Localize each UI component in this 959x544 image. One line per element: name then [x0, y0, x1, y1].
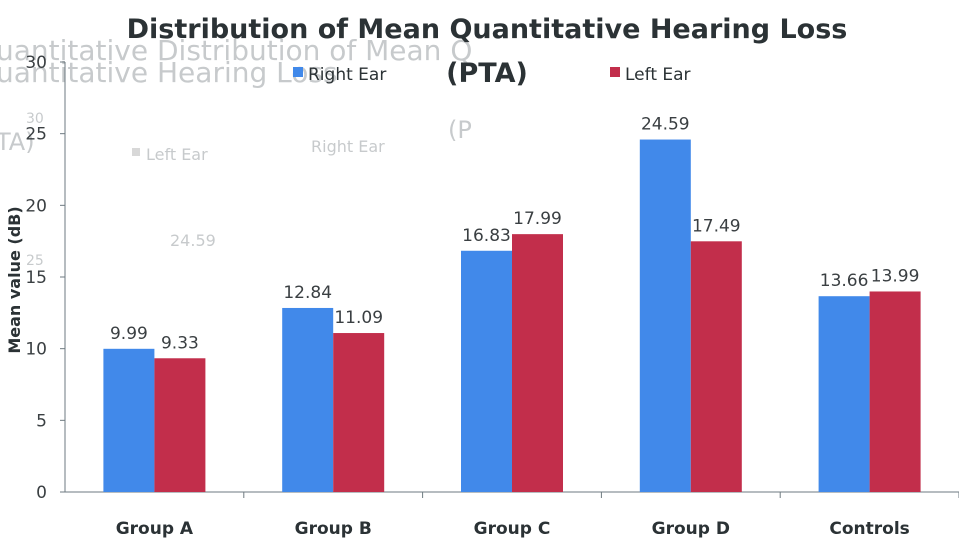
bar-right-ear-group-c [461, 250, 512, 492]
data-label: 13.66 [820, 271, 869, 291]
chart-title-line2: (PTA) [446, 58, 528, 89]
y-axis-title: Mean value (dB) [5, 206, 24, 353]
legend-swatch-left-ear [610, 67, 620, 77]
y-tick-label: 25 [25, 125, 47, 145]
x-category-label: Group A [116, 519, 194, 539]
bar-left-ear-group-a [154, 358, 206, 492]
data-label: 13.99 [871, 266, 920, 286]
data-label: 11.09 [334, 308, 383, 328]
ghost-tick-30: 30 [26, 111, 44, 127]
ghost-overlay: uantitative Distribution of Mean Q uanti… [0, 34, 472, 269]
data-label: 17.99 [513, 209, 562, 229]
y-tick-label: 15 [25, 268, 47, 288]
x-category-label: Group D [652, 519, 730, 539]
y-tick-label: 10 [25, 340, 47, 360]
ghost-pta-fragment-left: TA) [0, 128, 35, 156]
data-label: 17.49 [692, 216, 741, 236]
legend-swatch-right-ear [293, 67, 303, 77]
y-tick-label: 30 [25, 53, 47, 73]
bars [103, 139, 921, 493]
ghost-pta-fragment: (P [448, 116, 472, 144]
bar-left-ear-group-b [333, 333, 385, 492]
data-label: 24.59 [641, 115, 690, 135]
ghost-legend-swatch [132, 148, 140, 156]
bar-left-ear-controls [869, 291, 921, 492]
ghost-data-label: 24.59 [170, 231, 216, 250]
legend-label-right-ear: Right Ear [308, 65, 386, 85]
y-tick-label: 20 [25, 196, 47, 216]
data-label: 12.84 [283, 283, 332, 303]
bar-left-ear-group-c [512, 234, 563, 493]
ghost-tick-25: 25 [26, 253, 44, 269]
bar-right-ear-controls [818, 296, 870, 492]
category-labels: Group A Group B Group C Group D Controls [116, 519, 910, 539]
y-tick-label: 0 [36, 483, 47, 503]
data-label: 16.83 [462, 226, 511, 246]
data-label: 9.99 [110, 324, 148, 344]
ghost-legend-left-ear: Left Ear [146, 145, 208, 164]
ghost-title-line2: uantitative Hearing Loss [0, 56, 338, 89]
x-category-label: Group B [295, 519, 372, 539]
x-category-label: Controls [829, 519, 909, 539]
bar-left-ear-group-d [690, 241, 742, 492]
bar-right-ear-group-d [639, 139, 691, 492]
y-tick-label: 5 [36, 411, 47, 431]
x-category-label: Group C [474, 519, 551, 539]
bar-right-ear-group-b [282, 307, 334, 492]
chart-title-line1: Distribution of Mean Quantitative Hearin… [127, 14, 848, 45]
legend-label-left-ear: Left Ear [625, 65, 691, 85]
legend: Right Ear Left Ear [293, 65, 691, 85]
bar-right-ear-group-a [103, 348, 155, 492]
ghost-title-line1: uantitative Distribution of Mean Q [0, 34, 472, 67]
ghost-legend-right-ear: Right Ear [311, 137, 385, 156]
data-label: 9.33 [161, 333, 199, 353]
